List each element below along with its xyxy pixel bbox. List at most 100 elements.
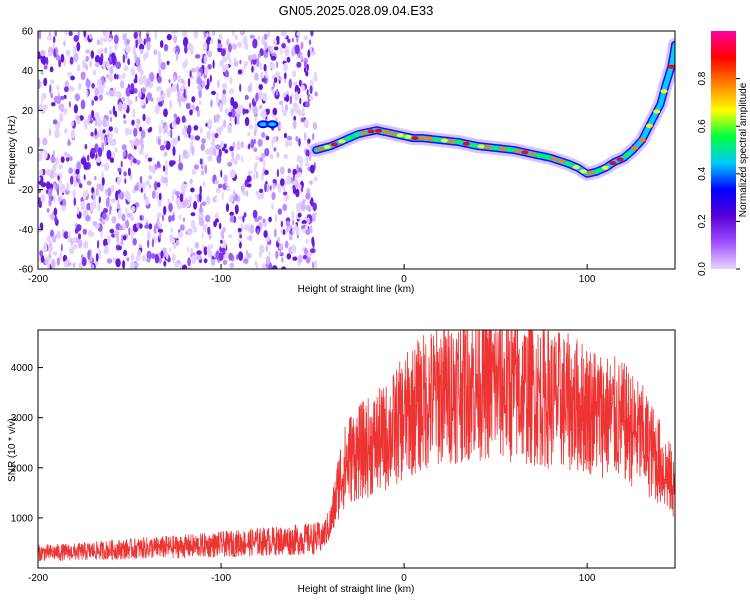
noise-speckle (51, 211, 55, 221)
noise-speckle (105, 91, 110, 96)
noise-speckle (172, 123, 176, 129)
noise-speckle (272, 265, 278, 269)
noise-speckle (215, 114, 221, 119)
noise-speckle (194, 242, 200, 249)
noise-speckle (283, 31, 287, 39)
noise-speckle (148, 184, 152, 189)
track-peak (382, 130, 390, 135)
noise-speckle (291, 47, 295, 57)
noise-speckle (235, 153, 241, 161)
noise-speckle (272, 179, 277, 184)
noise-speckle (49, 66, 54, 73)
noise-speckle (178, 214, 182, 220)
y-tick-label: -60 (19, 265, 34, 276)
noise-speckle (160, 250, 164, 259)
noise-speckle (166, 33, 172, 41)
noise-speckle (198, 216, 205, 227)
noise-speckle (178, 97, 181, 108)
track-peak (580, 169, 587, 174)
noise-speckle (197, 194, 200, 203)
noise-speckle (75, 115, 80, 121)
track-peak (338, 139, 346, 144)
noise-speckle (310, 197, 314, 207)
track-peak (323, 145, 331, 149)
noise-speckle (108, 126, 114, 132)
noise-speckle (238, 239, 241, 244)
noise-speckle (163, 43, 169, 52)
colorbar-ticks: 0.0 0.2 0.4 0.6 0.8 (697, 71, 740, 276)
noise-speckle (183, 88, 186, 99)
noise-speckle (261, 263, 267, 269)
noise-speckle (130, 67, 135, 77)
noise-speckle (185, 197, 188, 206)
track-peak (631, 146, 639, 150)
noise-speckle (134, 53, 138, 61)
noise-speckle (81, 257, 87, 267)
noise-speckle (293, 115, 297, 121)
noise-speckle (280, 47, 283, 56)
noise-speckle (234, 193, 238, 202)
noise-speckle (190, 75, 194, 80)
noise-speckle (42, 55, 47, 66)
noise-speckle (71, 120, 74, 127)
noise-speckle (129, 139, 132, 144)
noise-speckle (145, 31, 150, 35)
noise-speckle (275, 61, 279, 69)
noise-speckle (276, 151, 280, 158)
noise-speckle (271, 89, 275, 95)
noise-speckle (101, 177, 105, 186)
noise-speckle (181, 31, 186, 37)
noise-speckle (229, 215, 234, 223)
noise-speckle (222, 259, 228, 265)
noise-speckle (40, 70, 44, 76)
track-peak (455, 140, 463, 145)
noise-speckle (193, 169, 197, 175)
noise-speckle (170, 128, 173, 139)
noise-speckle (138, 244, 142, 248)
noise-speckle (56, 84, 60, 91)
noise-speckle (268, 251, 271, 256)
noise-speckle (229, 76, 233, 85)
noise-speckle (304, 248, 308, 255)
noise-speckle (299, 79, 302, 87)
noise-speckle (59, 252, 62, 261)
noise-speckle (114, 110, 118, 118)
noise-speckle (286, 175, 292, 185)
noise-speckle (290, 107, 294, 115)
noise-speckle (275, 71, 280, 78)
noise-speckle (124, 127, 130, 136)
noise-speckle (147, 239, 150, 249)
snr-ylabel: SNR (10 * v/v) (7, 418, 18, 482)
noise-speckle (68, 167, 73, 174)
noise-speckle (283, 132, 287, 139)
noise-speckle (258, 53, 261, 59)
noise-speckle (204, 164, 207, 174)
noise-speckle (272, 39, 277, 46)
noise-speckle (272, 107, 278, 116)
noise-speckle (286, 227, 289, 232)
noise-speckle (76, 41, 81, 52)
noise-speckle (156, 217, 160, 226)
noise-speckle (66, 72, 71, 77)
y-tick-label: 3000 (11, 413, 34, 424)
noise-speckle (73, 34, 79, 43)
noise-speckle (199, 202, 202, 213)
noise-speckle (160, 90, 163, 96)
noise-speckle (107, 235, 111, 245)
noise-speckle (157, 50, 161, 60)
noise-speckle (214, 133, 219, 139)
noise-speckle (82, 190, 87, 201)
noise-speckle (289, 95, 292, 105)
noise-speckle (109, 31, 112, 35)
track-peak (601, 165, 609, 170)
spectrogram-xlabel: Height of straight line (km) (298, 284, 415, 295)
noise-speckle (227, 124, 233, 134)
noise-speckle (130, 82, 135, 92)
noise-speckle (149, 72, 155, 82)
noise-speckle (127, 193, 131, 203)
noise-speckle (95, 157, 102, 163)
noise-speckle (60, 156, 65, 164)
noise-speckle (261, 92, 268, 102)
noise-speckle (100, 162, 104, 168)
noise-speckle (180, 97, 186, 102)
